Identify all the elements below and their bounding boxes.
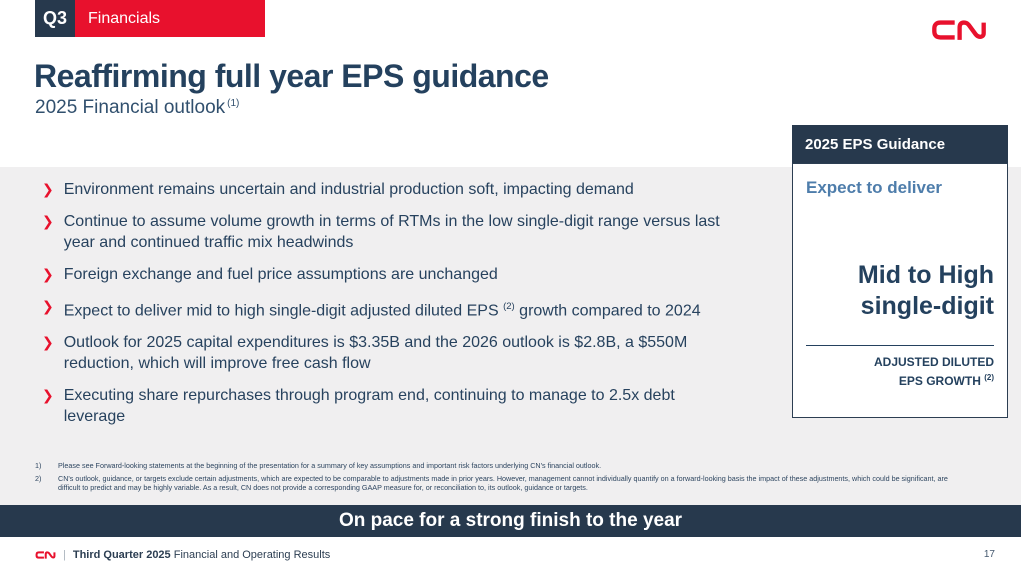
panel-divider (806, 345, 994, 346)
panel-header: 2025 EPS Guidance (792, 125, 1008, 163)
bullet-chevron-icon: ❯ (42, 299, 54, 315)
footer-report-title: Third Quarter 2025 Financial and Operati… (73, 549, 330, 561)
bullet-chevron-icon: ❯ (42, 335, 54, 352)
footer-left: | Third Quarter 2025 Financial and Opera… (35, 549, 330, 561)
bullet-chevron-icon: ❯ (42, 388, 54, 405)
bullet-list: ❯ Environment remains uncertain and indu… (42, 179, 787, 427)
bullet-text-pre: Expect to deliver mid to high single-dig… (63, 302, 504, 320)
slide-footer: | Third Quarter 2025 Financial and Opera… (0, 537, 1021, 574)
eps-guidance-panel: 2025 EPS Guidance Expect to deliver Mid … (792, 125, 1008, 418)
bullet-text: Foreign exchange and fuel price assumpti… (63, 266, 498, 283)
bullet-chevron-icon: ❯ (42, 214, 54, 230)
subtitle-text: 2025 Financial outlook (35, 97, 226, 118)
footnote: 1) Please see Forward-looking statements… (35, 461, 985, 470)
footnote: 2) CN's outlook, guidance, or targets ex… (35, 474, 985, 492)
cn-logo-icon (930, 16, 988, 44)
page-subtitle: 2025 Financial outlook (1) (35, 97, 239, 119)
page-number: 17 (983, 549, 995, 560)
panel-caption-text: ADJUSTED DILUTED EPS GROWTH (873, 355, 994, 388)
list-item: ❯ Executing share repurchases through pr… (42, 385, 787, 427)
bullet-footnote-ref: (2) (503, 301, 515, 312)
quarter-label: Q3 (35, 0, 75, 37)
footer-cn-logo-icon (35, 550, 56, 560)
panel-caption-footnote-ref: (2) (984, 373, 994, 382)
list-item: ❯ Continue to assume volume growth in te… (42, 211, 787, 253)
footer-report-title-rest: Financial and Operating Results (173, 549, 331, 561)
panel-guidance-value: Mid to High single-digit (857, 261, 994, 320)
takeaway-banner-text: On pace for a strong finish to the year (338, 510, 683, 531)
footer-report-title-bold: Third Quarter 2025 (72, 549, 171, 561)
footer-separator: | (63, 549, 66, 561)
list-item: ❯ Environment remains uncertain and indu… (42, 179, 787, 200)
bullet-text-post: growth compared to 2024 (514, 302, 701, 320)
footnote-text: CN's outlook, guidance, or targets exclu… (58, 474, 948, 492)
bullet-text: Continue to assume volume growth in term… (63, 213, 720, 251)
bullet-text: Expect to deliver mid to high single-dig… (64, 296, 701, 321)
footnote-number: 1) (35, 461, 42, 470)
footnotes: 1) Please see Forward-looking statements… (35, 461, 985, 492)
footnote-number: 2) (35, 474, 42, 483)
section-label: Financials (75, 0, 265, 37)
list-item: ❯ Foreign exchange and fuel price assump… (42, 264, 787, 285)
bullet-chevron-icon: ❯ (42, 267, 54, 283)
bullet-text: Executing share repurchases through prog… (63, 387, 675, 426)
takeaway-banner: On pace for a strong finish to the year (0, 505, 1021, 537)
quarter-badge: Q3 Financials (35, 0, 265, 37)
bullet-text: Environment remains uncertain and indust… (63, 181, 634, 198)
bullet-text: Outlook for 2025 capital expenditures is… (63, 334, 688, 373)
list-item: ❯ Outlook for 2025 capital expenditures … (42, 332, 787, 374)
bullet-chevron-icon: ❯ (42, 182, 54, 198)
panel-lead-text: Expect to deliver (806, 178, 943, 197)
subtitle-footnote-ref: (1) (227, 97, 240, 109)
page-title: Reaffirming full year EPS guidance (34, 58, 549, 94)
list-item: ❯ Expect to deliver mid to high single-d… (42, 296, 787, 321)
footnote-text: Please see Forward-looking statements at… (58, 461, 602, 470)
panel-caption: ADJUSTED DILUTED EPS GROWTH (2) (874, 355, 994, 389)
panel-body: Expect to deliver Mid to High single-dig… (792, 163, 1008, 418)
